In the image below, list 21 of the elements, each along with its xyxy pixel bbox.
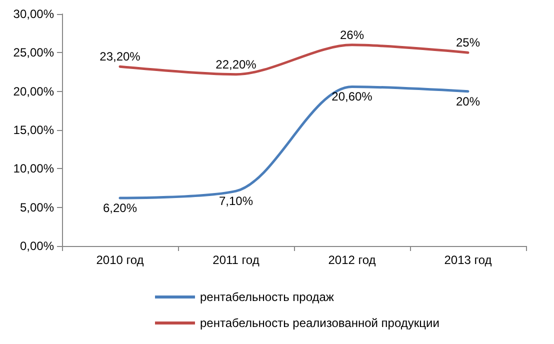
x-tick-label: 2011 год bbox=[212, 253, 260, 267]
data-label: 26% bbox=[340, 28, 364, 42]
y-tick-label: 10,00% bbox=[13, 162, 54, 176]
data-label: 25% bbox=[456, 36, 480, 50]
y-tick-label: 15,00% bbox=[13, 123, 54, 137]
legend-label: рентабельность реализованной продукции bbox=[200, 316, 440, 330]
x-tick-label: 2013 год bbox=[444, 253, 492, 267]
data-label: 6,20% bbox=[102, 201, 138, 216]
data-label: 23,20% bbox=[100, 50, 141, 64]
x-tick-label: 2012 год bbox=[328, 253, 376, 267]
y-tick-label: 5,00% bbox=[20, 200, 54, 214]
y-tick-label: 30,00% bbox=[13, 7, 54, 21]
data-label: 22,20% bbox=[216, 57, 257, 72]
x-tick-label: 2010 год bbox=[96, 253, 144, 267]
data-label: 7,10% bbox=[218, 194, 254, 208]
y-tick-label: 20,00% bbox=[13, 84, 54, 98]
data-label: 20% bbox=[456, 94, 480, 108]
y-tick-label: 0,00% bbox=[20, 239, 54, 253]
data-label: 20,60% bbox=[332, 90, 373, 104]
legend-label: рентабельность продаж bbox=[200, 290, 334, 304]
y-tick-label: 25,00% bbox=[13, 46, 54, 60]
